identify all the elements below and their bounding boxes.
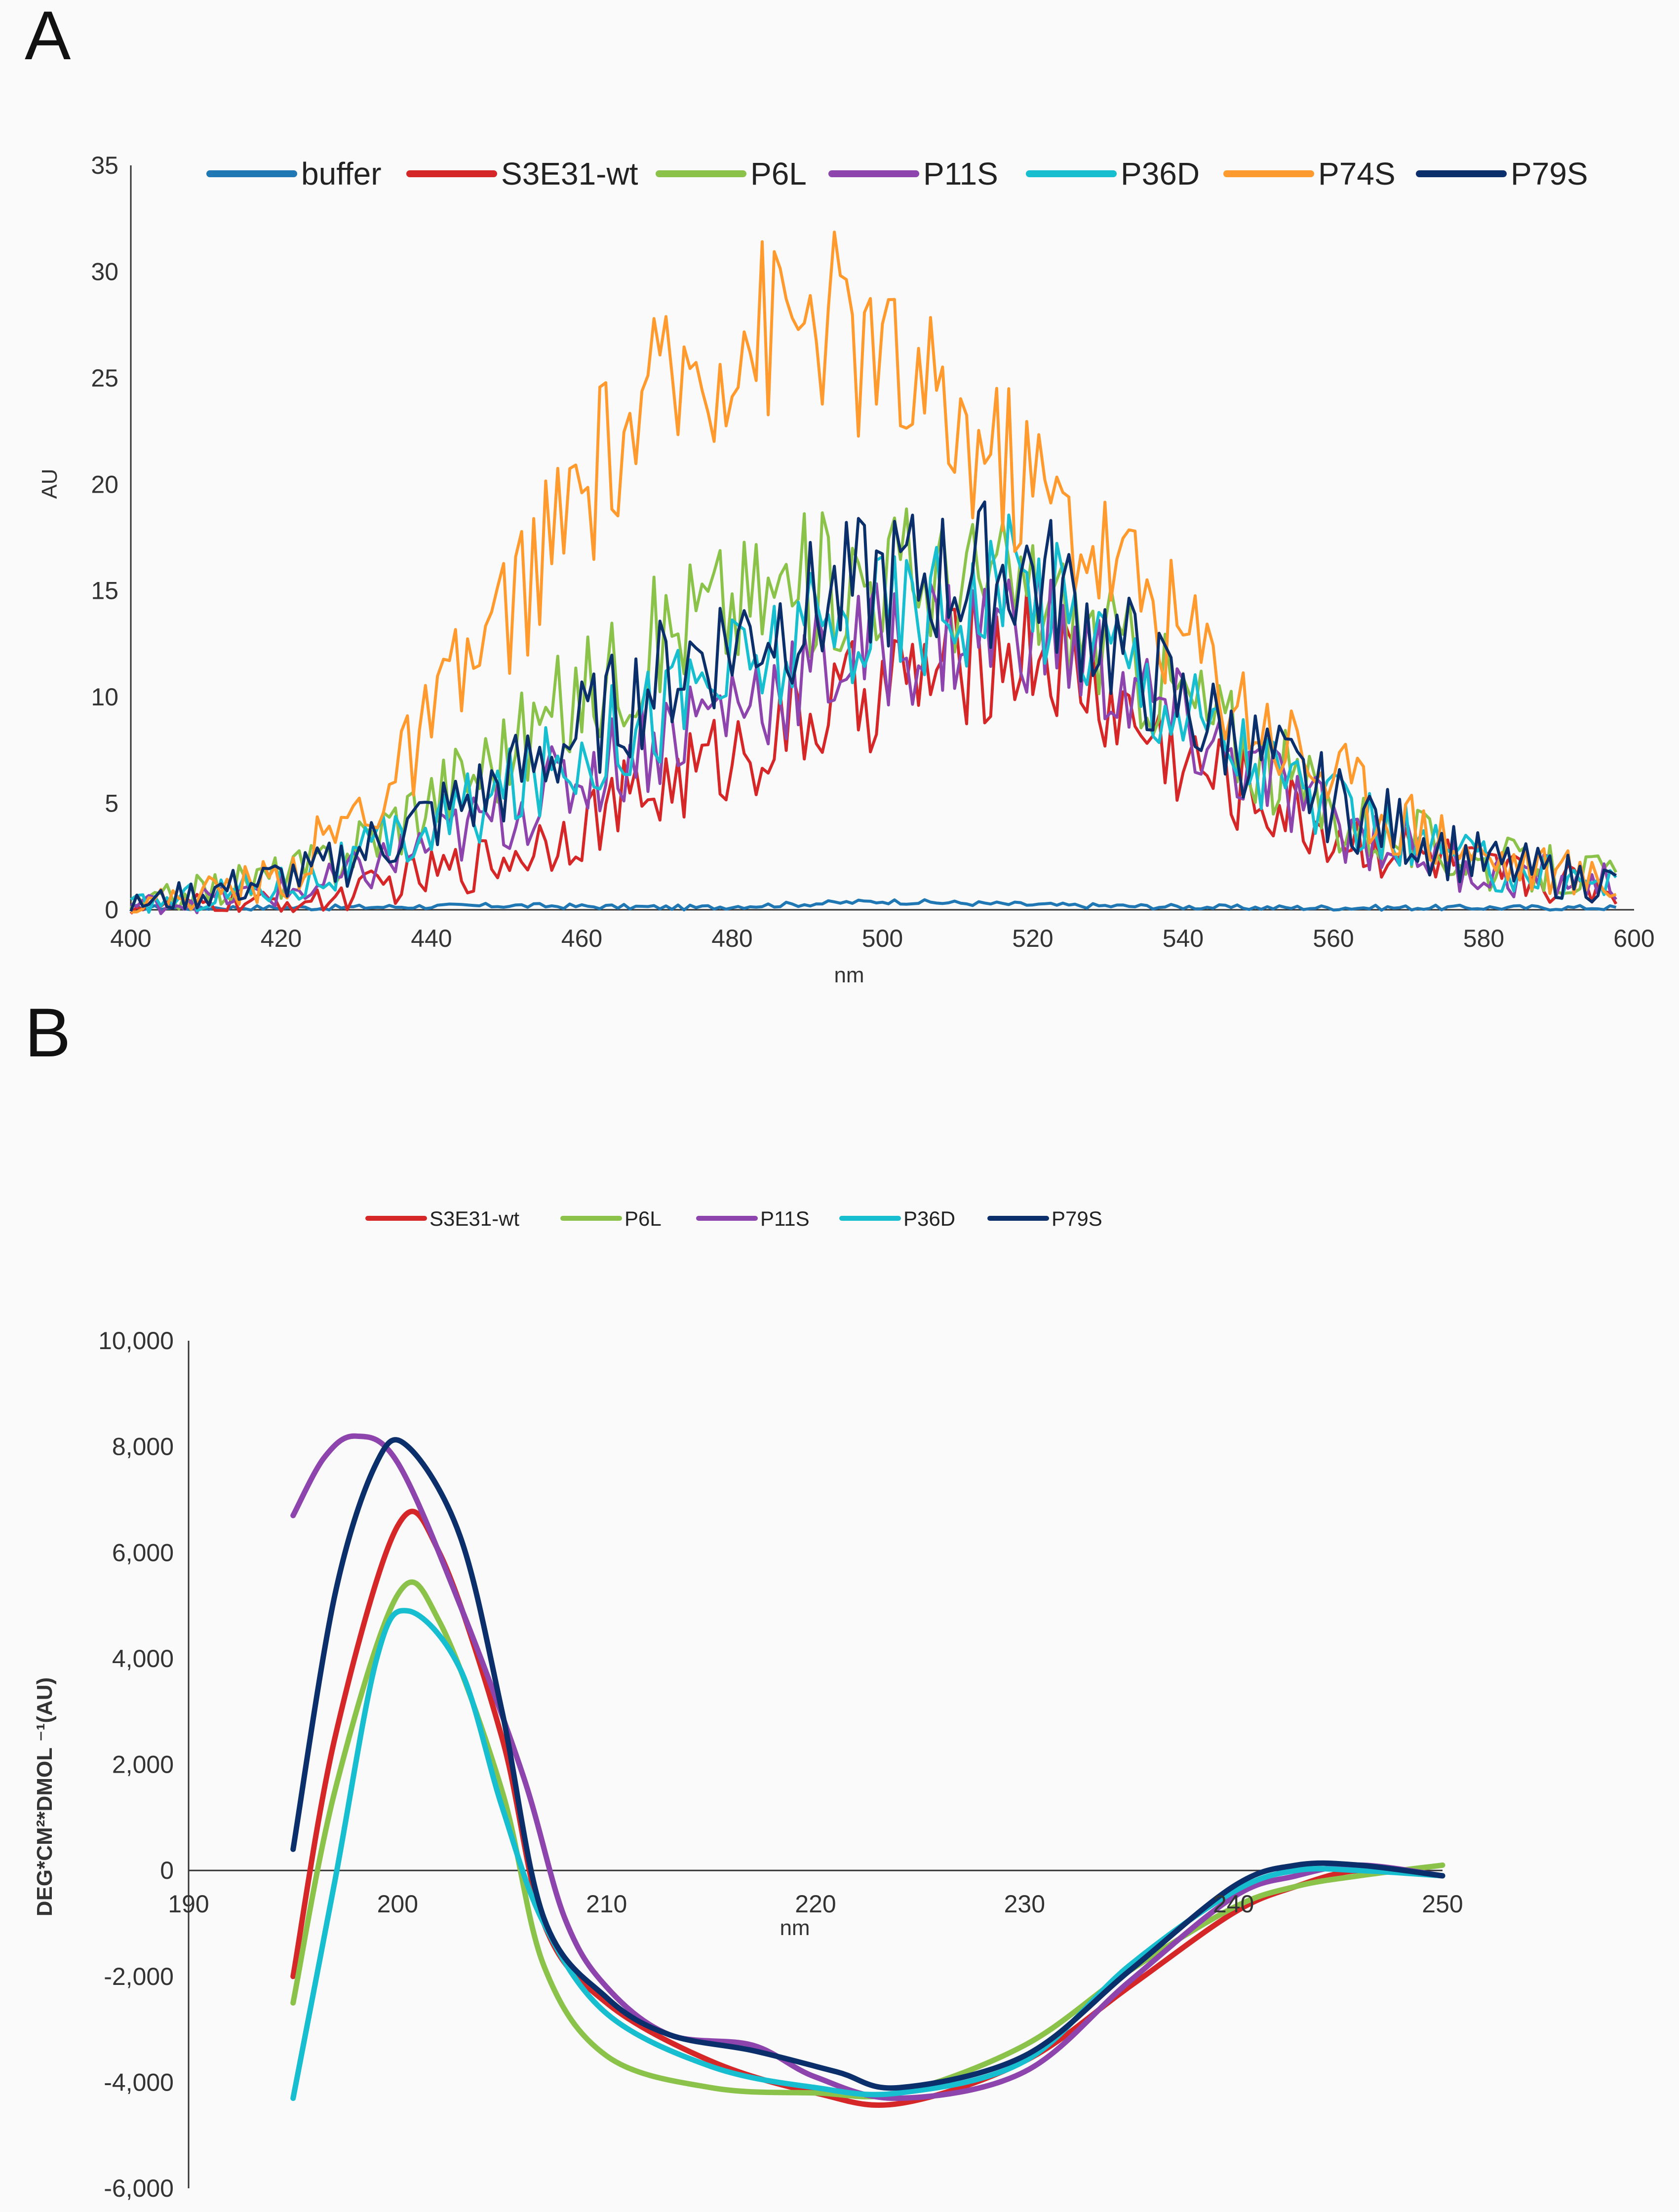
panel-b-legend-label: P11S xyxy=(760,1207,810,1230)
panel-a-x-tick-label: 440 xyxy=(411,925,452,952)
panel-a-x-tick-label: 480 xyxy=(711,925,752,952)
panel-b-x-tick-label: 230 xyxy=(1004,1890,1045,1918)
panel-b-series-line xyxy=(290,1509,1445,2108)
panel-b-y-tick-label: -4,000 xyxy=(104,2068,174,2096)
panel-b-y-tick-label: 10,000 xyxy=(98,1327,174,1355)
panel-b-legend-label: S3E31-wt xyxy=(430,1207,519,1230)
panel-b-x-tick-label: 240 xyxy=(1213,1890,1254,1918)
panel-b-x-tick-label: 210 xyxy=(586,1890,627,1918)
panel-a-y-tick-label: 20 xyxy=(91,470,118,498)
panel-b-series-line xyxy=(290,1437,1445,2091)
panel-b-y-tick-label: -2,000 xyxy=(104,1963,174,1990)
panel-a-x-tick-label: 520 xyxy=(1012,925,1053,952)
panel-a-y-tick-label: 0 xyxy=(105,896,118,924)
panel-b-x-tick-label: 220 xyxy=(795,1890,836,1918)
panel-b-series-line xyxy=(290,1433,1445,2101)
panel-b-x-tick-label: 200 xyxy=(377,1890,418,1918)
panel-a-series-line xyxy=(130,231,1617,914)
panel-a-x-tick-label: 500 xyxy=(862,925,903,952)
panel-b-series-line xyxy=(290,1579,1445,2099)
panel-a-series xyxy=(129,231,1618,915)
panel-a-x-tick-label: 460 xyxy=(561,925,602,952)
panel-a-y-tick-label: 30 xyxy=(91,258,118,285)
panel-a-series-line xyxy=(129,500,1617,912)
panel-a-y-tick-label: 5 xyxy=(105,790,118,817)
panel-b-legend: S3E31-wt P6L P11S P36D P79S xyxy=(365,1207,1102,1230)
panel-b-series xyxy=(290,1433,1445,2108)
panel-a-chart: 400 420 440 460 480 500 520 540 560 580 600 0 5 10 15 2… xyxy=(38,152,1655,987)
panel-b-letter: B xyxy=(25,994,71,1071)
panel-a-legend-label: P11S xyxy=(923,156,998,192)
panel-a-legend: buffer S3E31-wt P6L P11S P36D P74S P79S xyxy=(206,156,1588,192)
panel-b-y-tick-label: 8,000 xyxy=(112,1433,174,1461)
panel-a-tick-labels: 400 420 440 460 480 500 520 540 560 580 600 0 5 10 15 2… xyxy=(91,152,1654,952)
panel-b-axes xyxy=(188,1341,1443,2188)
panel-b-y-axis-title: DEG*CM²*DMOL ⁻¹(AU) xyxy=(33,1677,57,1916)
panel-b-x-axis-title: nm xyxy=(780,1916,810,1940)
panel-a-y-axis-title: AU xyxy=(38,468,62,499)
panel-b-x-tick-label: 250 xyxy=(1422,1890,1463,1918)
panel-a-y-tick-label: 35 xyxy=(91,152,118,179)
panel-b-series-line xyxy=(290,1608,1445,2101)
panel-b-tick-labels: 190 200 210 220 230 240 250 -6,000 -4,000 -2,000 0… xyxy=(98,1327,1463,2202)
panel-b-y-tick-label: -6,000 xyxy=(104,2174,174,2202)
panel-a-x-axis-title: nm xyxy=(834,963,864,987)
panel-a-legend-label: buffer xyxy=(301,156,382,192)
panel-a-y-tick-label: 10 xyxy=(91,683,118,711)
panel-a-x-tick-label: 420 xyxy=(261,925,302,952)
panel-a-x-tick-label: 540 xyxy=(1163,925,1204,952)
panel-b-y-tick-label: 2,000 xyxy=(112,1751,174,1779)
panel-a-x-tick-label: 560 xyxy=(1313,925,1354,952)
panel-a-letter: A xyxy=(25,0,71,74)
panel-a-y-tick-label: 15 xyxy=(91,577,118,605)
panel-a-x-tick-label: 600 xyxy=(1613,925,1654,952)
panel-b-y-tick-label: 0 xyxy=(160,1857,174,1884)
panel-a-y-tick-label: 25 xyxy=(91,364,118,392)
panel-a-series-line xyxy=(130,898,1617,912)
panel-b-y-tick-label: 4,000 xyxy=(112,1645,174,1672)
panel-a-x-tick-label: 400 xyxy=(110,925,151,952)
panel-b-chart: 190 200 210 220 230 240 250 -6,000 -4,000 -2,000 0… xyxy=(33,1207,1463,2202)
panel-a-legend-label: P74S xyxy=(1318,156,1396,192)
panel-a-x-tick-label: 580 xyxy=(1463,925,1504,952)
panel-b-legend-label: P79S xyxy=(1052,1207,1102,1230)
panel-b-legend-label: P36D xyxy=(903,1207,955,1230)
panel-b-legend-label: P6L xyxy=(625,1207,662,1230)
panel-b-x-tick-label: 190 xyxy=(168,1890,209,1918)
panel-a-legend-label: S3E31-wt xyxy=(501,156,638,192)
panel-a-legend-label: P36D xyxy=(1121,156,1200,192)
panel-b-y-tick-label: 6,000 xyxy=(112,1539,174,1566)
panel-a-legend-label: P79S xyxy=(1511,156,1588,192)
panel-a-legend-label: P6L xyxy=(750,156,807,192)
